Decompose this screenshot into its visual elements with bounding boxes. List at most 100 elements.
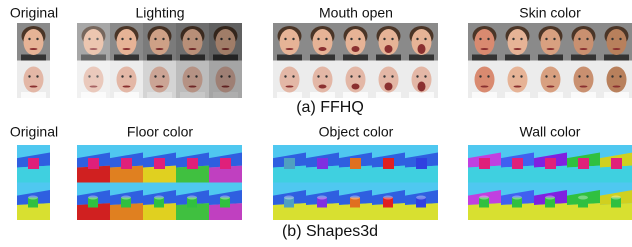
face: [541, 29, 561, 55]
cylinder-top: [545, 196, 555, 200]
shirt: [21, 55, 46, 61]
cube: [284, 158, 295, 169]
face: [313, 67, 333, 93]
original-label: Original: [10, 124, 58, 140]
mouth: [418, 44, 426, 54]
eye: [578, 75, 580, 77]
eye: [350, 38, 352, 40]
cube: [187, 158, 198, 169]
caption: (a) FFHQ: [296, 99, 364, 116]
shirt: [343, 55, 368, 61]
shade: [176, 23, 209, 61]
eye: [553, 38, 555, 40]
column-label: Skin color: [519, 5, 581, 21]
face: [607, 29, 627, 55]
eye: [487, 38, 489, 40]
eye: [416, 75, 418, 77]
shirt: [409, 55, 434, 61]
mouth: [352, 46, 360, 52]
eye: [619, 38, 621, 40]
shirt: [604, 55, 629, 61]
cylinder-top: [611, 196, 621, 200]
eye: [416, 38, 418, 40]
cube: [611, 158, 622, 169]
face: [24, 67, 44, 93]
face: [24, 29, 44, 55]
shade: [77, 61, 110, 99]
cube: [383, 158, 394, 169]
shirt: [472, 92, 497, 98]
eye: [586, 38, 588, 40]
mouth: [481, 86, 489, 88]
shirt: [21, 92, 46, 98]
face: [508, 29, 528, 55]
column-label: Lighting: [135, 5, 184, 21]
shirt: [409, 92, 434, 98]
mouth: [481, 48, 489, 50]
cube: [88, 158, 99, 169]
eye: [358, 38, 360, 40]
face: [574, 29, 594, 55]
eye: [358, 75, 360, 77]
eye: [129, 75, 131, 77]
shirt: [310, 55, 335, 61]
eye: [520, 75, 522, 77]
shirt: [505, 55, 530, 61]
cube: [317, 158, 328, 169]
mouth: [514, 86, 522, 88]
cylinder-top: [317, 196, 327, 200]
shade: [209, 23, 242, 61]
shirt: [376, 92, 401, 98]
shirt: [114, 92, 139, 98]
mouth: [580, 48, 588, 50]
caption: (b) Shapes3d: [282, 223, 378, 240]
cylinder-top: [284, 196, 294, 200]
face: [475, 29, 495, 55]
mouth: [123, 48, 131, 50]
mouth: [286, 48, 294, 50]
shirt: [343, 92, 368, 98]
cylinder-top: [187, 196, 197, 200]
eye: [586, 75, 588, 77]
cylinder-top: [578, 196, 588, 200]
face: [607, 67, 627, 93]
eye: [317, 75, 319, 77]
ffhq-panel: OriginalLightingMouth openSkin color(a) …: [10, 5, 632, 117]
cylinder-top: [154, 196, 164, 200]
mouth: [319, 47, 327, 51]
shirt: [376, 55, 401, 61]
eye: [284, 38, 286, 40]
cylinder-top: [121, 196, 131, 200]
mouth: [547, 48, 555, 50]
shirt: [538, 92, 563, 98]
cube: [479, 158, 490, 169]
eye: [350, 75, 352, 77]
eye: [520, 38, 522, 40]
mouth: [514, 48, 522, 50]
face: [280, 29, 300, 55]
mouth: [319, 85, 327, 89]
eye: [129, 38, 131, 40]
mouth: [385, 83, 393, 91]
eye: [545, 38, 547, 40]
column-label: Wall color: [520, 124, 581, 140]
face: [313, 29, 333, 55]
cube: [28, 158, 39, 169]
cube: [154, 158, 165, 169]
cube: [220, 158, 231, 169]
mouth: [385, 45, 393, 53]
face: [280, 67, 300, 93]
cylinder-top: [220, 196, 230, 200]
eye: [292, 75, 294, 77]
mouth: [30, 86, 38, 88]
cylinder-top: [350, 196, 360, 200]
cylinder-top: [416, 196, 426, 200]
mouth: [418, 82, 426, 92]
cylinder-top: [512, 196, 522, 200]
mouth: [580, 86, 588, 88]
face: [117, 29, 137, 55]
eye: [36, 75, 38, 77]
cylinder-top: [383, 196, 393, 200]
cube: [416, 158, 427, 169]
